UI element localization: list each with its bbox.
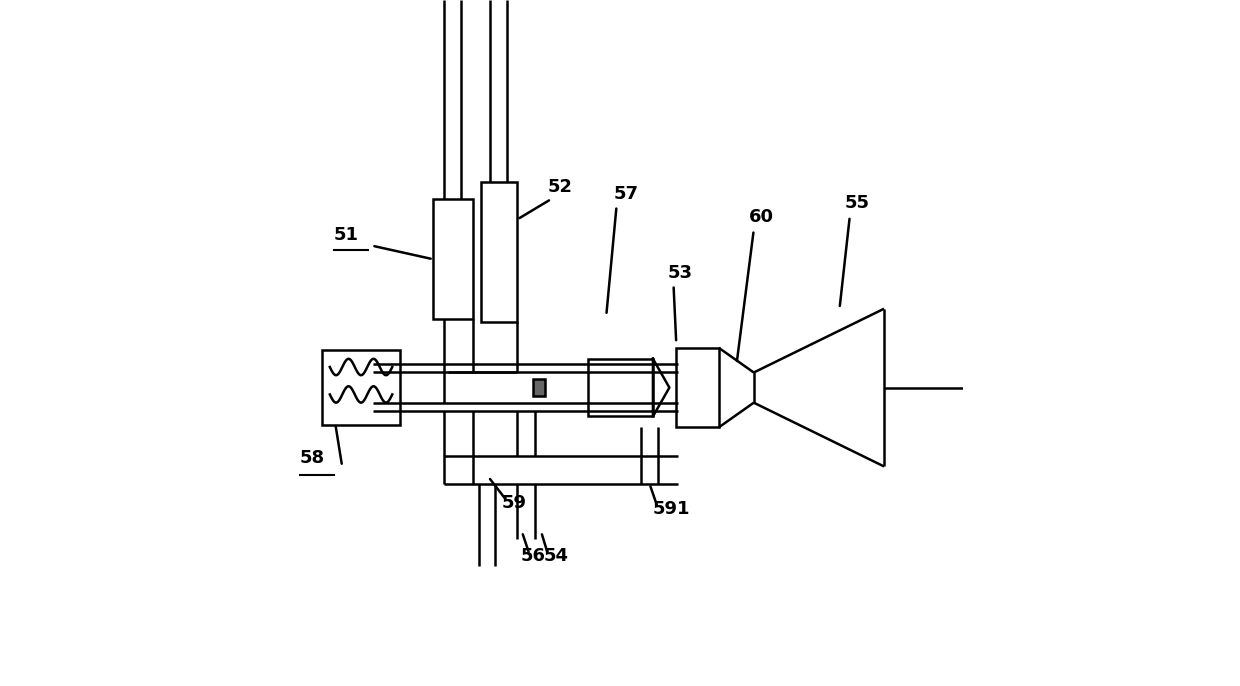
Text: 57: 57 (613, 185, 639, 203)
Bar (533, 379, 546, 396)
Bar (676, 348, 719, 427)
Text: 53: 53 (668, 264, 693, 282)
Text: 51: 51 (334, 226, 358, 244)
Text: 591: 591 (653, 501, 691, 519)
Text: 52: 52 (548, 178, 573, 196)
Text: 54: 54 (543, 547, 568, 565)
Bar (588, 359, 653, 416)
Bar (481, 182, 517, 322)
Bar (434, 199, 474, 319)
Text: 59: 59 (502, 494, 527, 512)
Bar (321, 350, 401, 425)
Text: 56: 56 (521, 547, 546, 565)
Text: 60: 60 (749, 208, 774, 226)
Text: 55: 55 (844, 194, 870, 212)
Text: 58: 58 (300, 449, 325, 467)
